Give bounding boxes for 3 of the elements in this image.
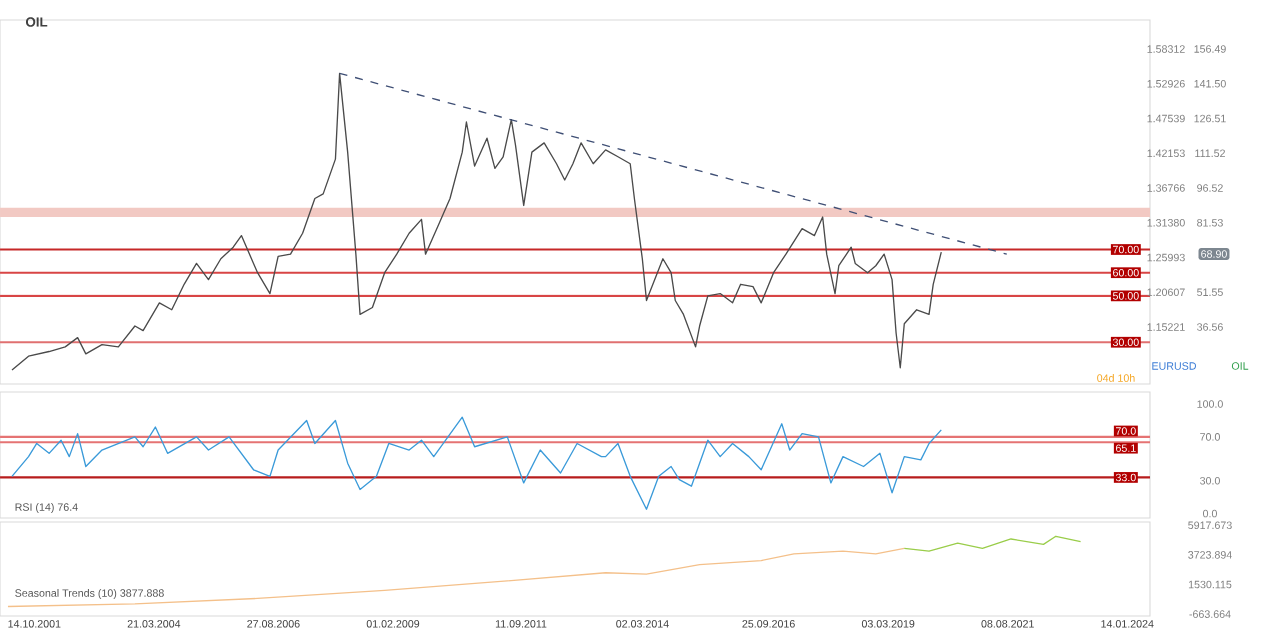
line-series: [7, 547, 905, 608]
line-series: [11, 416, 942, 510]
line-series: [903, 535, 1082, 552]
